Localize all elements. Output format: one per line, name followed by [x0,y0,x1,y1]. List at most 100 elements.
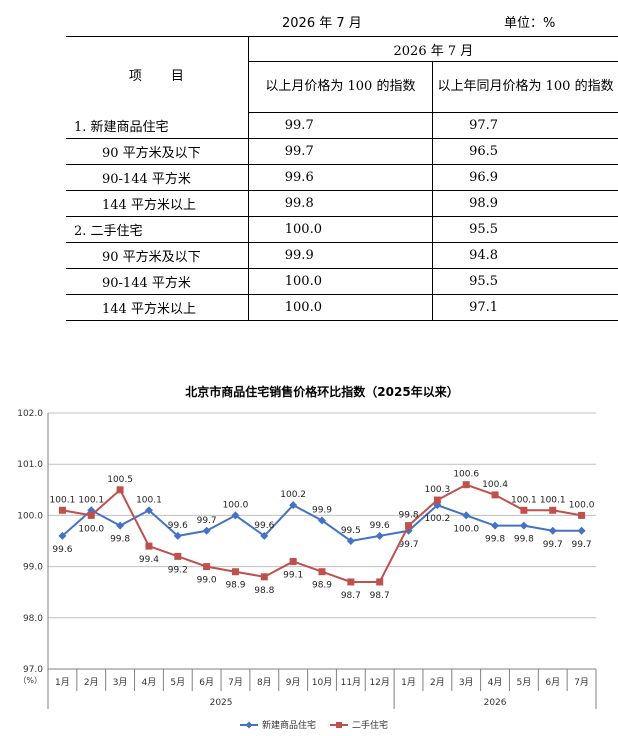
row-yoy: 95.5 [432,268,618,295]
row-mom: 99.9 [247,242,433,269]
data-point-series-2 [347,578,355,586]
data-label-series-1: 99.6 [52,545,72,555]
table-row: 90 平方米及以下 99.9 94.8 [66,242,618,269]
y-axis-unit: （%） [18,676,42,685]
x-tick-label: 4月 [142,677,157,688]
row-label: 1. 新建商品住宅 [66,112,249,139]
data-label-series-2: 98.7 [370,591,390,601]
table-row: 144 平方米以上 99.8 98.9 [66,190,618,217]
table-subheader-row: 以上月价格为 100 的指数 以上年同月价格为 100 的指数 [66,61,618,113]
header-yoy: 以上年同月价格为 100 的指数 [432,61,618,113]
data-point-series-2 [578,511,586,519]
table-row: 2. 二手住宅 100.0 95.5 [66,216,618,243]
data-point-series-2 [549,506,557,514]
data-label-series-2: 99.2 [168,565,188,575]
x-tick-label: 5月 [170,677,185,688]
row-yoy: 95.5 [432,216,618,243]
data-label-series-2: 100.0 [78,524,104,534]
x-tick-label: 8月 [257,677,272,688]
data-label-series-1: 99.5 [341,526,361,536]
data-label-series-2: 98.9 [312,581,332,591]
data-label-series-1: 100.1 [136,495,162,505]
data-point-series-2 [462,481,470,489]
data-label-series-2: 100.1 [511,495,537,505]
table-caption-date: 2026 年 7 月 [282,16,362,31]
data-label-series-2: 98.8 [254,586,274,596]
row-mom: 99.8 [247,190,433,217]
x-tick-label: 2月 [84,677,99,688]
row-yoy: 96.9 [432,164,618,191]
row-label: 144 平方米以上 [66,190,249,217]
data-label-series-1: 99.7 [543,540,563,550]
row-yoy: 97.1 [432,294,618,321]
row-label: 90 平方米及以下 [66,138,249,165]
row-label: 90 平方米及以下 [66,242,249,269]
data-point-series-1 [173,531,182,540]
data-label-series-1: 100.1 [78,495,104,505]
data-point-series-1 [202,526,211,535]
data-label-series-1: 99.8 [485,535,505,545]
data-label-series-2: 100.3 [424,485,450,495]
legend-marker-2 [336,722,342,728]
x-tick-label: 1月 [55,677,70,688]
data-point-series-2 [376,578,384,586]
x-tick-label: 7月 [228,677,243,688]
x-tick-label: 3月 [459,677,474,688]
data-point-series-2 [145,542,153,550]
row-label: 2. 二手住宅 [66,216,249,243]
row-label: 90-144 平方米 [66,268,249,295]
data-label-series-2: 99.4 [139,555,159,565]
data-point-series-1 [144,506,153,515]
data-label-series-2: 100.4 [482,480,508,490]
data-point-series-2 [203,563,211,571]
data-point-series-2 [520,506,528,514]
year-label: 2025 [210,698,233,708]
x-tick-label: 12月 [369,677,389,688]
data-point-series-2 [289,557,297,565]
data-point-series-2 [260,573,268,581]
row-label: 144 平方米以上 [66,294,249,321]
x-tick-label: 1月 [401,677,416,688]
table-row: 90 平方米及以下 99.7 96.5 [66,138,618,165]
data-label-series-2: 100.6 [453,470,479,480]
data-point-series-1 [577,526,586,535]
y-tick-label: 98.0 [23,614,43,624]
data-point-series-1 [548,526,557,535]
data-point-series-1 [260,531,269,540]
row-yoy: 94.8 [432,242,618,269]
y-tick-label: 97.0 [23,665,43,675]
data-point-series-1 [346,537,355,545]
data-point-series-1 [491,521,500,530]
legend-label-1: 新建商品住宅 [262,719,316,731]
row-mom: 100.0 [247,294,433,321]
row-yoy: 98.9 [432,190,618,217]
data-label-series-1: 100.0 [453,524,479,534]
data-point-series-1 [462,511,471,520]
x-tick-label: 9月 [286,677,301,688]
data-label-series-1: 99.8 [514,535,534,545]
y-tick-label: 99.0 [23,563,43,573]
data-label-series-2: 99.0 [197,576,217,586]
data-label-series-2: 100.0 [569,500,595,510]
data-point-series-2 [318,568,326,576]
x-tick-label: 5月 [517,677,532,688]
data-label-series-1: 99.9 [312,506,332,516]
data-label-series-1: 100.0 [223,500,249,510]
data-point-series-1 [519,521,528,530]
x-tick-label: 10月 [312,677,332,688]
x-tick-label: 6月 [199,677,214,688]
data-point-series-2 [405,522,413,530]
data-point-series-1 [116,521,125,530]
data-label-series-2: 100.5 [107,475,133,485]
table-row: 1. 新建商品住宅 99.7 97.7 [66,112,618,139]
data-label-series-1: 99.7 [572,540,592,550]
y-tick-label: 101.0 [17,460,43,470]
row-mom: 99.7 [247,112,433,139]
data-point-series-1 [289,501,298,510]
data-point-series-1 [375,531,384,540]
header-mom: 以上月价格为 100 的指数 [247,61,433,113]
data-label-series-2: 98.7 [341,591,361,601]
data-point-series-2 [231,568,239,576]
row-yoy: 97.7 [432,112,618,139]
row-mom: 99.6 [247,164,433,191]
